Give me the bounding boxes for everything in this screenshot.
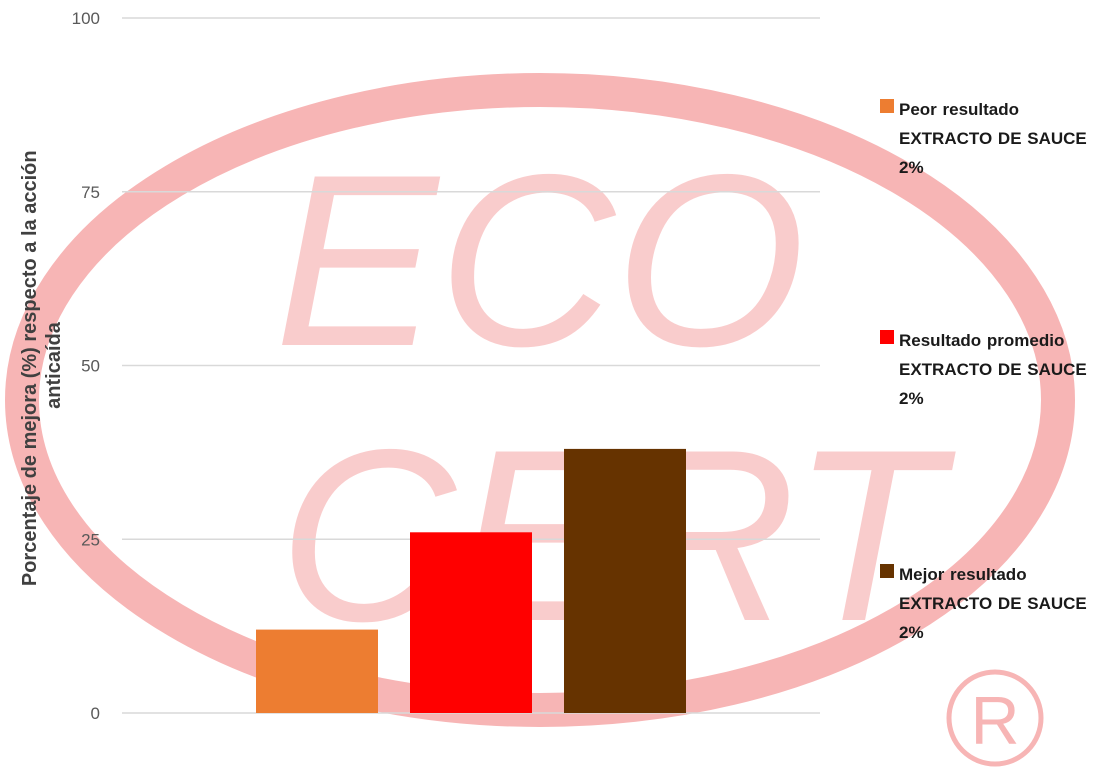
y-tick-label-50: 50 [81,357,100,376]
bar-average [410,532,532,713]
watermark-eco: ECO [275,123,806,397]
legend-label-worst: Peor resultado EXTRACTO DE SAUCE 2% [899,100,1087,177]
y-axis-label: Porcentaje de mejora (%) respecto a la a… [19,145,65,586]
legend-item-worst: Peor resultado EXTRACTO DE SAUCE 2% [880,95,1106,182]
legend-swatch-average [880,330,894,344]
legend-item-best: Mejor resultado EXTRACTO DE SAUCE 2% [880,560,1106,647]
watermark-registered-r: R [970,683,1019,759]
bar-best [564,448,686,713]
y-tick-label-75: 75 [81,183,100,202]
bars [256,448,686,713]
legend-swatch-best [880,564,894,578]
y-tick-label-0: 0 [91,704,100,723]
y-tick-label-100: 100 [72,9,100,28]
y-tick-label-25: 25 [81,530,100,549]
legend-label-average: Resultado promedio EXTRACTO DE SAUCE 2% [899,331,1087,408]
bar-worst [256,629,378,713]
y-axis-ticks: 0 25 50 75 100 [72,9,100,723]
watermark-registered-circle [946,669,1044,767]
legend-label-best: Mejor resultado EXTRACTO DE SAUCE 2% [899,565,1087,642]
legend-swatch-worst [880,99,894,113]
legend-item-average: Resultado promedio EXTRACTO DE SAUCE 2% [880,326,1106,413]
watermark-ellipse [5,73,1075,727]
